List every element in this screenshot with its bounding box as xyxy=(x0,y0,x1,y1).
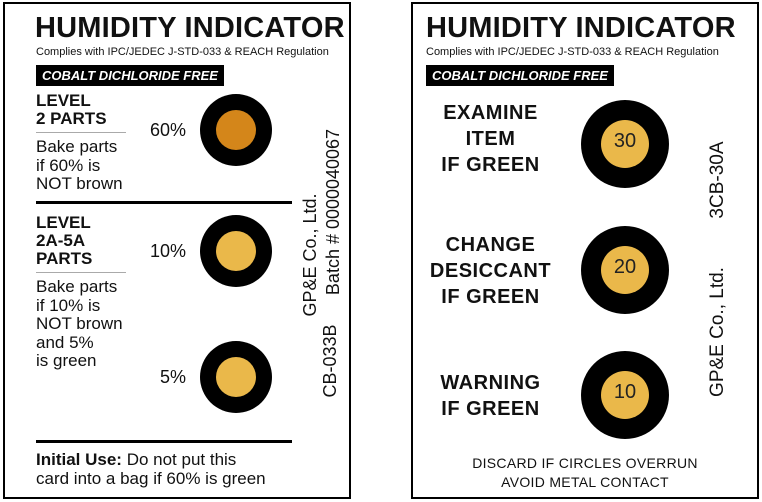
desc-line: and 5% xyxy=(36,332,94,352)
desc-line: if 60% is xyxy=(36,155,101,175)
instruction-line: ITEM xyxy=(465,128,516,150)
instruction-line: EXAMINE xyxy=(443,102,538,124)
spot-instruction-10: WARNING IF GREEN xyxy=(413,370,568,422)
footer-text: Do not put this xyxy=(121,450,237,469)
card-title: HUMIDITY INDICATOR xyxy=(35,12,345,44)
desc-line: is green xyxy=(36,351,97,370)
desc-line: NOT brown xyxy=(36,314,123,333)
desc-line: if 10% is xyxy=(36,295,101,315)
compliance-text: Complies with IPC/JEDEC J-STD-033 & REAC… xyxy=(426,46,719,58)
vertical-code: 3CB-30A xyxy=(707,141,728,219)
indicator-spot-10: 10 xyxy=(581,351,669,439)
bottom-warning: DISCARD IF CIRCLES OVERRUN AVOID METAL C… xyxy=(413,454,757,492)
level-heading: LEVEL xyxy=(36,213,91,232)
level-parts: 2 PARTS xyxy=(36,109,107,128)
divider xyxy=(36,272,126,273)
indicator-spot-30: 30 xyxy=(581,100,669,188)
level-range: 2A-5A xyxy=(36,231,86,250)
instruction-line: IF GREEN xyxy=(441,286,540,308)
spot-instruction-30: EXAMINE ITEM IF GREEN xyxy=(413,100,568,178)
footer-line-1: Initial Use: Do not put this xyxy=(36,450,237,470)
cobalt-free-banner: COBALT DICHLORIDE FREE xyxy=(36,65,224,86)
spot-value: 20 xyxy=(613,256,637,278)
cobalt-free-banner: COBALT DICHLORIDE FREE xyxy=(426,65,614,86)
vertical-company: GP&E Co., Ltd. xyxy=(300,193,320,317)
humidity-card-left: HUMIDITY INDICATOR Complies with IPC/JED… xyxy=(3,2,351,499)
instruction-line: IF GREEN xyxy=(441,398,540,420)
bottom-line-1: DISCARD IF CIRCLES OVERRUN xyxy=(472,455,698,471)
vertical-batch: Batch # 0000040067 xyxy=(323,128,343,296)
card-title: HUMIDITY INDICATOR xyxy=(426,12,736,44)
section-divider xyxy=(36,201,292,204)
instruction-line: IF GREEN xyxy=(441,154,540,176)
spot-label-60: 60% xyxy=(150,120,187,140)
instruction-line: DESICCANT xyxy=(429,260,552,282)
instruction-line: CHANGE xyxy=(445,234,536,256)
indicator-spot-5 xyxy=(200,341,272,413)
footer-bold: Initial Use: xyxy=(36,450,122,469)
footer-line-2: card into a bag if 60% is green xyxy=(36,469,266,488)
level-parts: PARTS xyxy=(36,249,93,268)
desc-line: Bake parts xyxy=(36,277,118,296)
indicator-spot-10 xyxy=(200,215,272,287)
spot-label-5: 5% xyxy=(160,367,187,387)
indicator-spot-20: 20 xyxy=(581,226,669,314)
section-divider xyxy=(36,440,292,443)
vertical-code: CB-033B xyxy=(320,324,340,398)
spot-instruction-20: CHANGE DESICCANT IF GREEN xyxy=(413,232,568,310)
bottom-line-2: AVOID METAL CONTACT xyxy=(501,474,669,490)
desc-line: NOT brown xyxy=(36,174,123,193)
instruction-line: WARNING xyxy=(440,372,541,394)
humidity-card-right: HUMIDITY INDICATOR Complies with IPC/JED… xyxy=(411,2,759,499)
compliance-text: Complies with IPC/JEDEC J-STD-033 & REAC… xyxy=(36,46,329,58)
level-heading: LEVEL xyxy=(36,91,91,110)
spot-value: 30 xyxy=(613,130,637,152)
indicator-spot-60 xyxy=(200,94,272,166)
spot-value: 10 xyxy=(613,381,637,403)
divider xyxy=(36,132,126,133)
spot-label-10: 10% xyxy=(150,241,187,261)
desc-line: Bake parts xyxy=(36,137,118,156)
vertical-company: GP&E Co., Ltd. xyxy=(707,267,728,397)
